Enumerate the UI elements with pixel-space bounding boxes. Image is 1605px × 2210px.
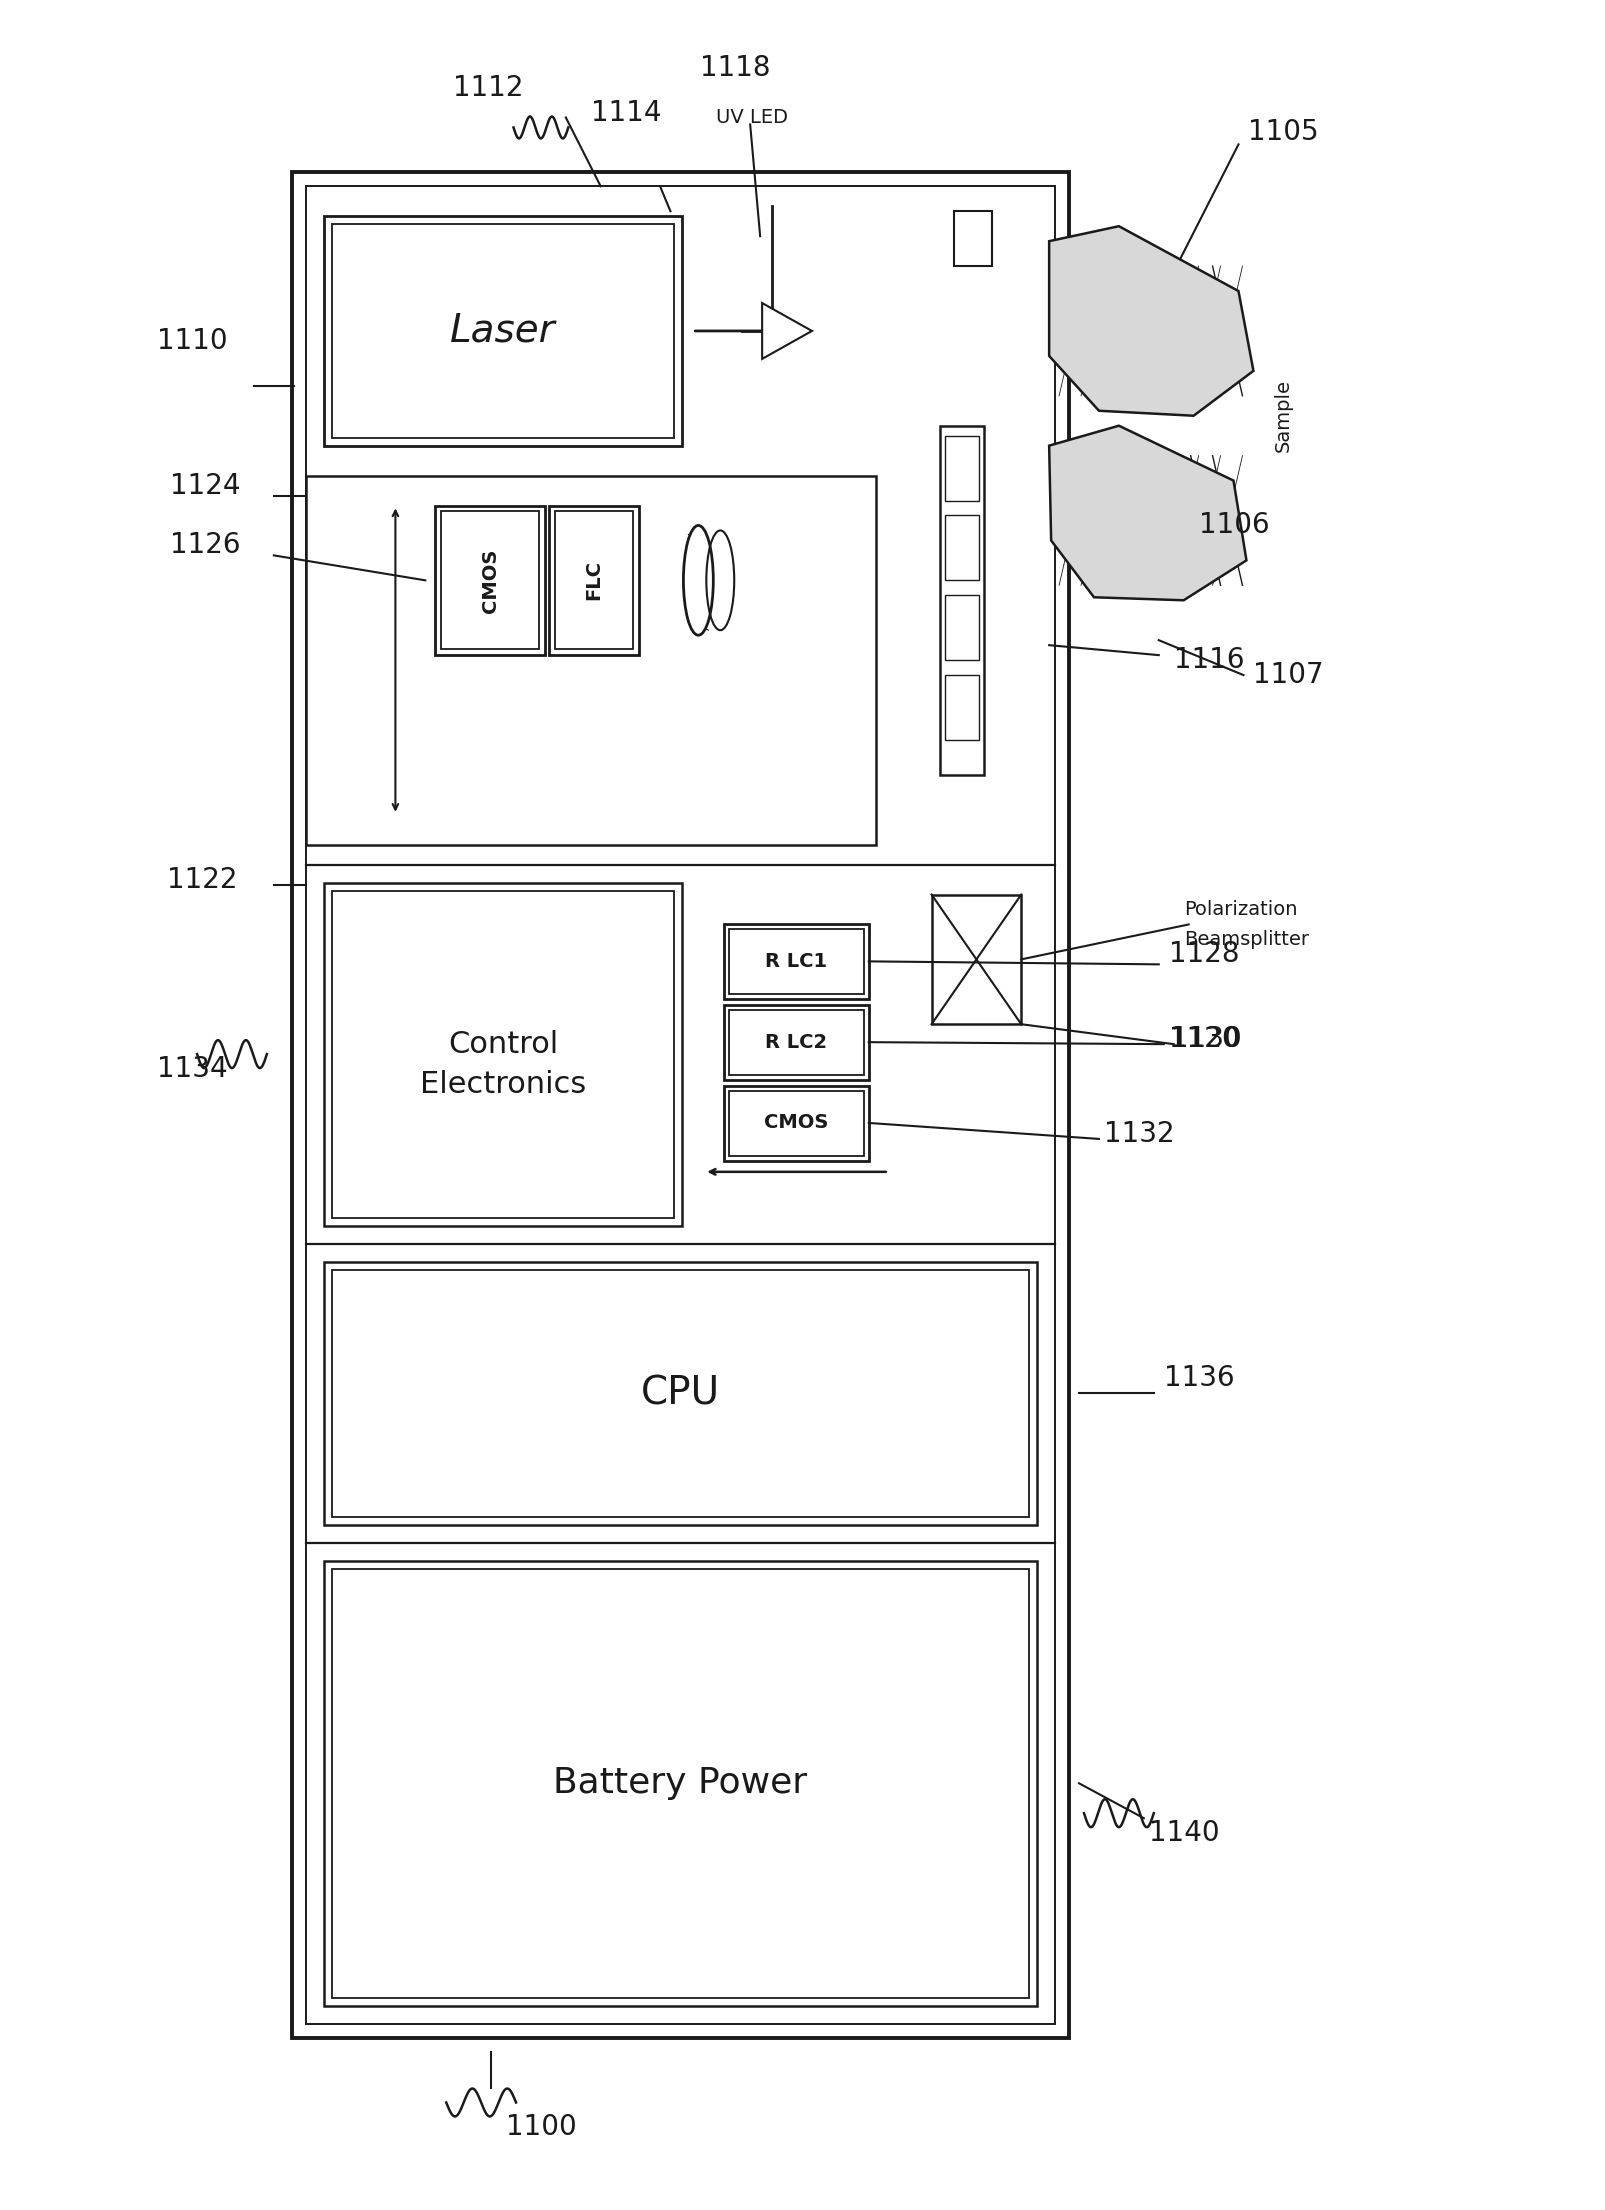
Text: 1112: 1112 (453, 73, 523, 102)
Bar (435, 506, 544, 654)
Bar (332, 223, 674, 438)
Text: 1140: 1140 (1149, 1819, 1220, 1848)
Bar (441, 511, 539, 650)
Text: 1114: 1114 (591, 99, 661, 126)
Bar (944, 594, 979, 661)
Text: 1105: 1105 (1249, 119, 1319, 146)
Text: 1136: 1136 (1164, 1364, 1234, 1392)
Bar (931, 895, 1021, 1023)
Text: Control: Control (448, 1030, 559, 1059)
Bar (332, 1269, 1029, 1516)
Ellipse shape (684, 526, 713, 634)
Text: Beamsplitter: Beamsplitter (1183, 930, 1308, 948)
Bar (324, 882, 682, 1227)
Text: 1106: 1106 (1199, 511, 1270, 539)
Bar (724, 1085, 868, 1160)
Text: CMOS: CMOS (480, 548, 499, 612)
Polygon shape (1050, 427, 1247, 601)
Text: UV LED: UV LED (716, 108, 788, 126)
Text: FLC: FLC (584, 561, 603, 601)
Bar (332, 1569, 1029, 1998)
Text: 1134: 1134 (157, 1054, 228, 1083)
Bar (939, 427, 984, 776)
Text: Laser: Laser (451, 312, 555, 349)
Text: 1100: 1100 (506, 2113, 576, 2141)
Text: Sample: Sample (1274, 380, 1294, 453)
Bar (549, 506, 639, 654)
Text: 1128: 1128 (1168, 941, 1239, 968)
Text: 1130: 1130 (1170, 1025, 1242, 1054)
Text: 1116: 1116 (1173, 645, 1244, 674)
Text: 1132: 1132 (1104, 1120, 1175, 1147)
Text: 1124: 1124 (170, 471, 241, 499)
Bar (324, 217, 682, 446)
Text: 1126: 1126 (170, 530, 241, 559)
Bar (944, 515, 979, 581)
Bar (324, 1262, 1037, 1525)
Text: 1118: 1118 (700, 53, 770, 82)
Bar (944, 674, 979, 740)
Text: Electronics: Electronics (421, 1070, 586, 1098)
Bar (724, 924, 868, 999)
Text: 1122: 1122 (167, 866, 238, 893)
Bar (555, 511, 632, 650)
Bar (944, 435, 979, 499)
Bar (729, 1092, 863, 1156)
Bar (324, 1560, 1037, 2007)
Bar (292, 172, 1069, 2038)
Bar (332, 891, 674, 1218)
Bar (724, 1006, 868, 1081)
Text: Polarization: Polarization (1183, 899, 1297, 919)
Bar (729, 1010, 863, 1074)
Text: 1110: 1110 (157, 327, 228, 356)
Text: Battery Power: Battery Power (554, 1766, 807, 1801)
Polygon shape (762, 303, 812, 358)
Polygon shape (1050, 225, 1254, 415)
Text: 1120: 1120 (1168, 1025, 1239, 1054)
Bar (955, 212, 992, 265)
Bar (305, 186, 1054, 2024)
Text: R LC1: R LC1 (766, 953, 827, 970)
Text: R LC2: R LC2 (766, 1032, 827, 1052)
Bar (305, 475, 876, 844)
Text: CMOS: CMOS (764, 1114, 828, 1132)
Bar (729, 930, 863, 994)
Text: CPU: CPU (640, 1375, 721, 1412)
Text: 1107: 1107 (1254, 661, 1324, 690)
